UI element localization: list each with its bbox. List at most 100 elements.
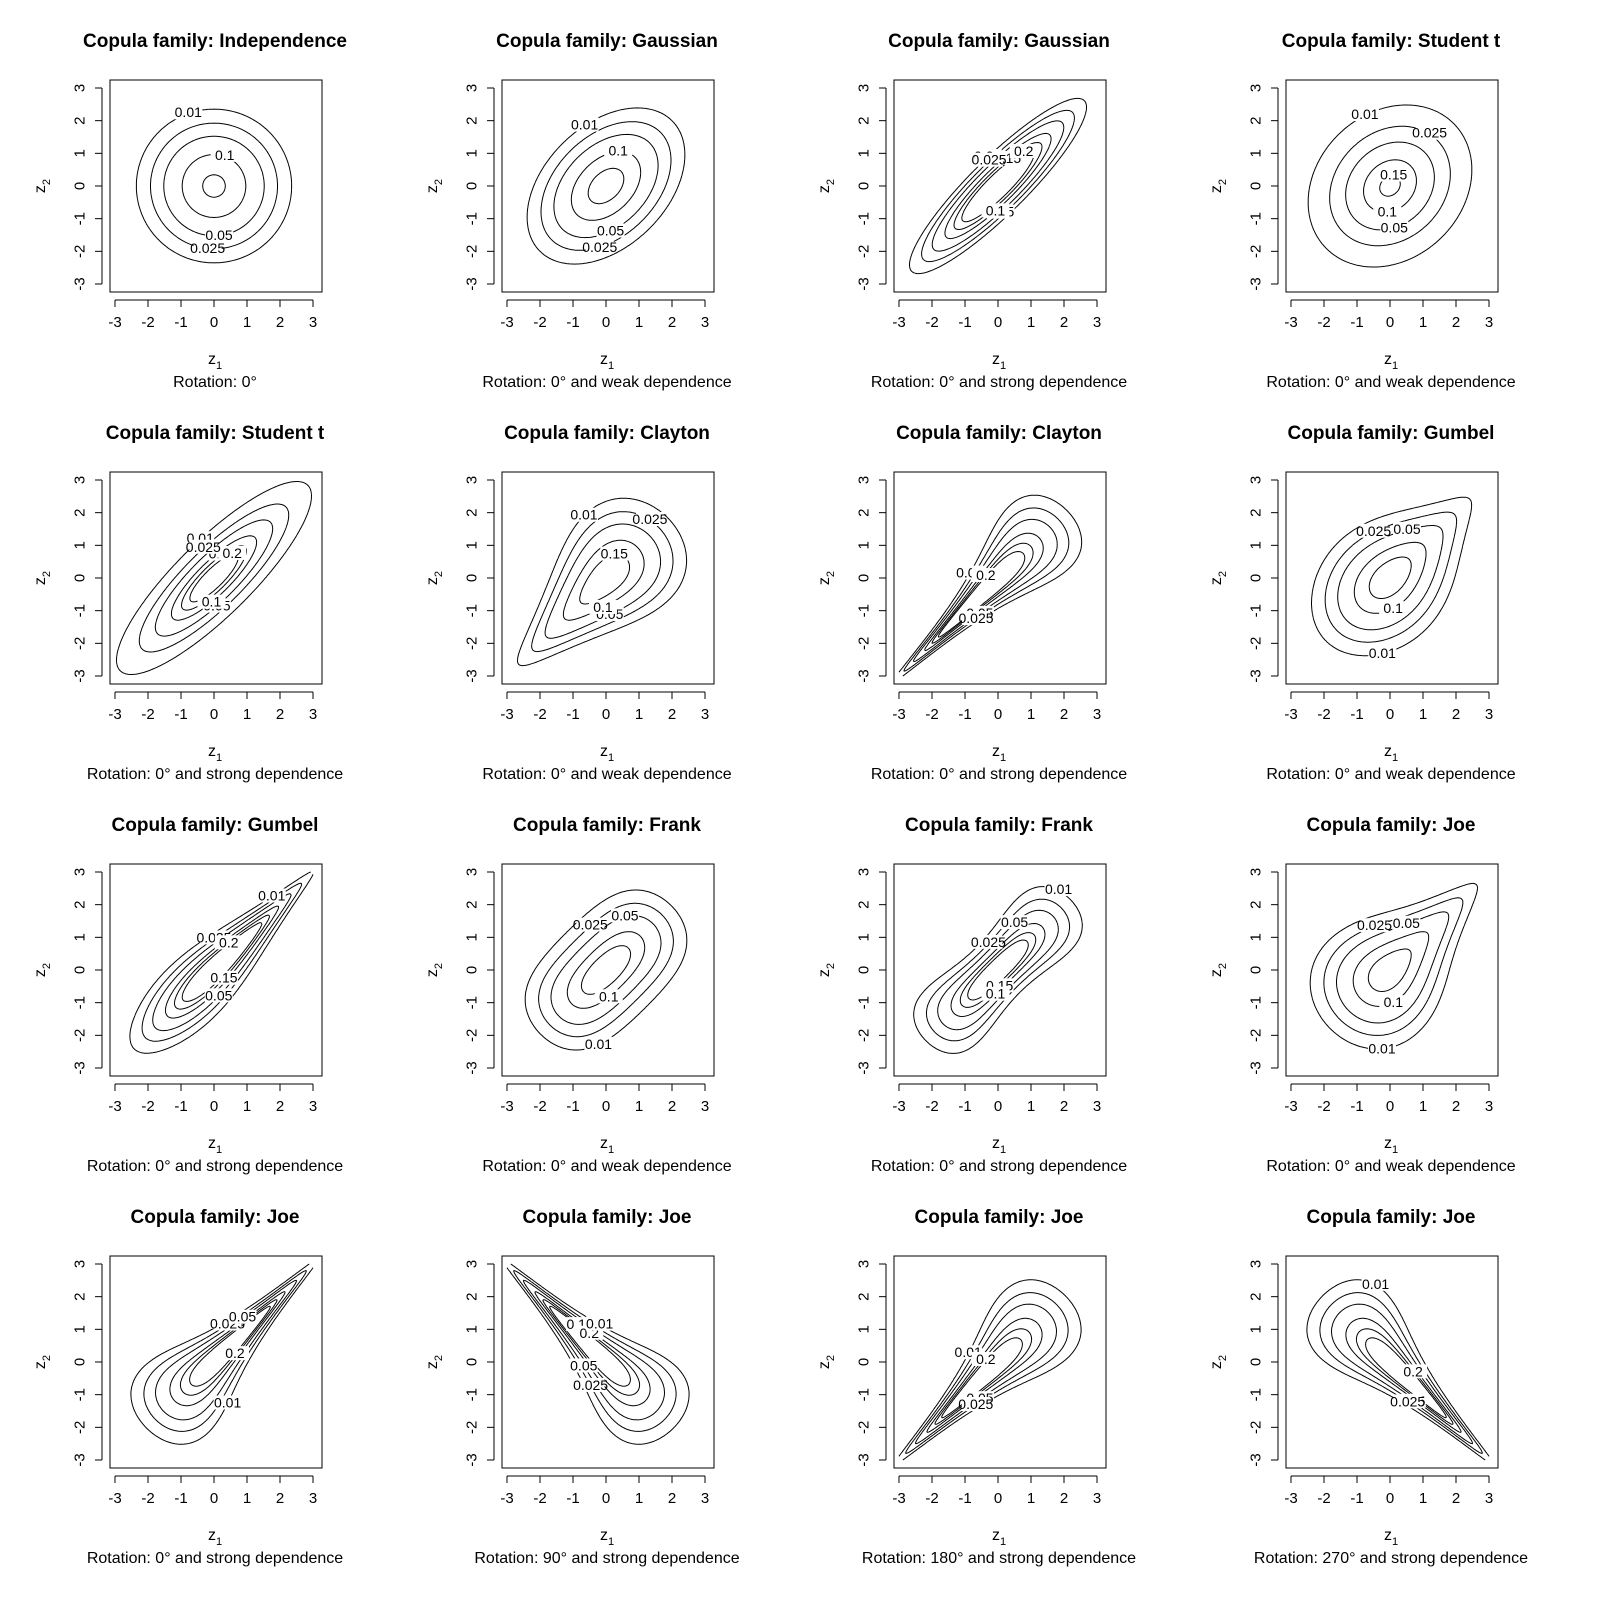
- x-tick-label: 3: [1485, 1490, 1493, 1507]
- contour-label: 0.1: [1383, 600, 1403, 616]
- contour-panel: Copula family: Independence -3 -2 -1 0 1 2 3 -3 -…: [0, 0, 400, 400]
- contour-panel: Copula family: Gaussian -3 -2 -1 0 1 2 3 -3 -2 -1 0…: [784, 0, 1184, 400]
- y-axis-label: z2: [32, 1355, 53, 1369]
- contour-line-0_01: [524, 889, 688, 1051]
- contour-plot: Copula family: Frank -3 -2 -1 0 1 2 3 -3 -2 -1 0 1 2 3…: [424, 815, 732, 1175]
- contour-label: 0.05: [570, 1357, 597, 1373]
- contour-line-0_01: [129, 871, 314, 1054]
- contour-label-bg: [604, 143, 633, 158]
- y-tick-label: -3: [72, 277, 89, 290]
- y-tick-label: 3: [1248, 476, 1265, 484]
- contour-label-bg: [1393, 521, 1422, 536]
- y-tick-label: -3: [464, 1061, 481, 1074]
- contour-line-0_1: [570, 151, 642, 221]
- y-tick-label: 1: [72, 933, 89, 941]
- y-axis-label: z2: [424, 963, 445, 977]
- panel-title: Copula family: Joe: [915, 1207, 1084, 1228]
- x-tick-label: -1: [958, 314, 971, 331]
- y-tick-label: -2: [1248, 637, 1265, 650]
- x-tick-label: -2: [141, 1490, 154, 1507]
- panel-title: Copula family: Gaussian: [496, 31, 718, 52]
- contour-line-0_01: [116, 481, 312, 675]
- x-tick-label: 1: [635, 1098, 643, 1115]
- y-tick-label: 1: [464, 1325, 481, 1333]
- contour-line-0_025: [925, 898, 1071, 1042]
- x-tick-label: -2: [1317, 1098, 1330, 1115]
- contour-line-0_01: [1309, 882, 1478, 1050]
- y-tick-label: 2: [856, 116, 873, 124]
- x-tick-label: 0: [210, 314, 218, 331]
- x-tick-label: 0: [602, 1490, 610, 1507]
- y-axis-label: z2: [816, 571, 837, 585]
- x-tick-label: -1: [174, 706, 187, 723]
- y-tick-label: -1: [72, 604, 89, 617]
- x-tick-label: 0: [210, 1490, 218, 1507]
- contour-line-0_05: [550, 915, 662, 1025]
- contour-label-bg: [1009, 144, 1038, 159]
- contour-label-bg: [214, 935, 243, 950]
- contour-label-bg: [981, 203, 1010, 218]
- x-tick-label: 2: [668, 1490, 676, 1507]
- x-tick-label: -2: [1317, 706, 1330, 723]
- plot-frame: [893, 471, 1107, 685]
- contour-label: 0.05: [611, 907, 638, 923]
- y-axis-label: z2: [32, 179, 53, 193]
- contour-line-0_01: [506, 1263, 690, 1445]
- panel-title: Copula family: Clayton: [504, 423, 710, 444]
- contour-label: 0.025: [1356, 523, 1391, 539]
- contour-plot: Copula family: Joe -3 -2 -1 0 1 2 3 -3 -2 -1 0 1 2 3 z1…: [32, 1207, 343, 1567]
- panel-subtitle: Rotation: 180° and strong dependence: [862, 1550, 1136, 1567]
- x-tick-label: 2: [668, 314, 676, 331]
- panel-title: Copula family: Student t: [1282, 31, 1501, 52]
- x-tick-label: -3: [500, 1098, 513, 1115]
- y-axis-label: z2: [1208, 963, 1229, 977]
- x-tick-label: 1: [1027, 706, 1035, 723]
- y-tick-label: 1: [856, 933, 873, 941]
- contour-label-bg: [1373, 204, 1402, 219]
- contour-label-bg: [1379, 167, 1408, 182]
- y-tick-label: 1: [464, 149, 481, 157]
- contour-label-bg: [204, 988, 233, 1003]
- y-tick-label: 1: [72, 541, 89, 549]
- x-tick-label: -2: [533, 706, 546, 723]
- x-tick-label: -2: [925, 1098, 938, 1115]
- x-tick-label: -1: [566, 706, 579, 723]
- y-tick-label: -2: [72, 1421, 89, 1434]
- contour-label: 0.01: [175, 104, 202, 120]
- y-tick-label: -2: [1248, 245, 1265, 258]
- x-tick-label: -2: [533, 1490, 546, 1507]
- y-tick-label: -3: [72, 669, 89, 682]
- y-tick-label: 0: [856, 966, 873, 974]
- panel-title: Copula family: Joe: [523, 1207, 692, 1228]
- contour-label-bg: [1350, 107, 1379, 122]
- panel-title: Copula family: Clayton: [896, 423, 1102, 444]
- contour-label: 0.025: [190, 240, 225, 256]
- y-tick-label: -3: [464, 277, 481, 290]
- contour-label-bg: [209, 970, 238, 985]
- y-tick-label: 0: [1248, 182, 1265, 190]
- x-axis-label: z1: [208, 1135, 222, 1156]
- x-tick-label: -3: [500, 1490, 513, 1507]
- contour-panel: Copula family: Gaussian -3 -2 -1 0 1 2 3 -3 -2 -1 0…: [392, 0, 792, 400]
- y-tick-label: 3: [856, 476, 873, 484]
- contour-plot: Copula family: Independence -3 -2 -1 0 1 2 3 -3 -…: [32, 31, 347, 391]
- y-tick-label: -1: [464, 604, 481, 617]
- contour-label: 0.01: [1351, 106, 1378, 122]
- y-tick-label: -1: [72, 1388, 89, 1401]
- contour-label: 0.01: [570, 507, 597, 523]
- panel-subtitle: Rotation: 270° and strong dependence: [1254, 1550, 1528, 1567]
- y-tick-label: -3: [1248, 1453, 1265, 1466]
- y-tick-label: -1: [1248, 1388, 1265, 1401]
- x-tick-label: 3: [701, 706, 709, 723]
- contour-plot: Copula family: Gaussian -3 -2 -1 0 1 2 3 -3 -2 -1 0…: [424, 31, 732, 391]
- contour-label-bg: [218, 545, 247, 560]
- contour-label-bg: [1000, 915, 1029, 930]
- contour-label-bg: [1359, 523, 1388, 538]
- contour-line-0_15: [1368, 556, 1412, 599]
- x-tick-label: 2: [276, 706, 284, 723]
- contour-label: 0.025: [1357, 917, 1392, 933]
- y-tick-label: 1: [72, 149, 89, 157]
- contour-panel: Copula family: Gumbel -3 -2 -1 0 1 2 3 -3 -2 -1 0 1 2…: [1176, 392, 1576, 792]
- contour-label: 0.1: [986, 202, 1006, 218]
